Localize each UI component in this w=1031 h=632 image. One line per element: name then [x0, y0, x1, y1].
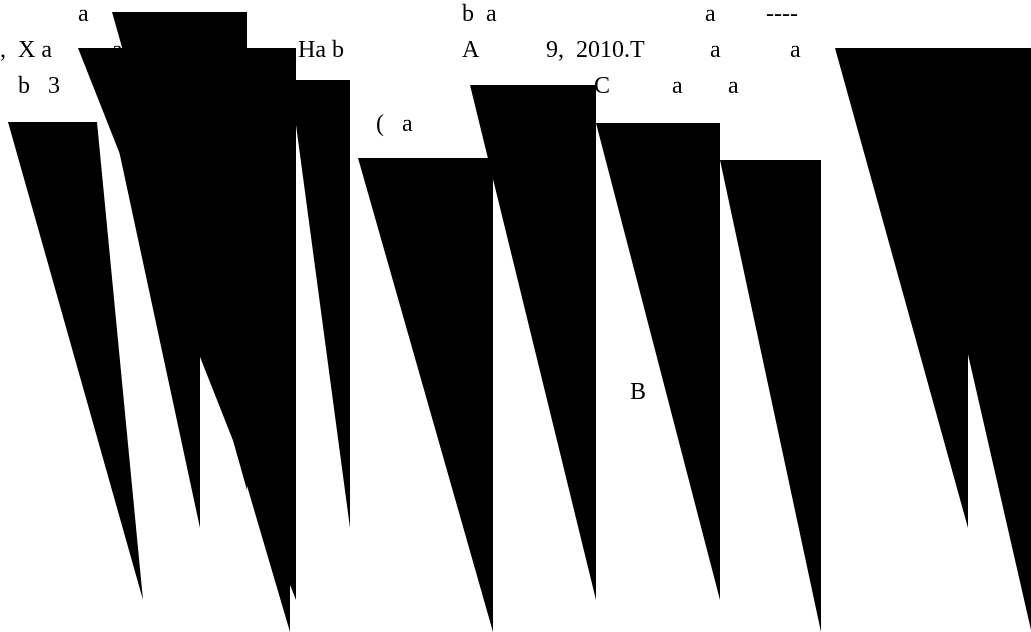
text-fragment: ----: [766, 2, 798, 26]
text-fragment: A: [462, 38, 479, 62]
text-fragment: a: [78, 2, 89, 26]
text-fragment: a: [790, 38, 801, 62]
text-fragment: a: [728, 74, 739, 98]
wedge-shape: [140, 122, 290, 632]
text-fragment: a: [672, 74, 683, 98]
text-fragment: Ha b: [298, 38, 344, 62]
text-fragment: C: [594, 74, 610, 98]
text-fragment: b a: [462, 2, 497, 26]
text-fragment: b 3: [18, 74, 60, 98]
text-fragment: , X a: [0, 38, 52, 62]
wedge-shape: [358, 158, 493, 632]
wedge-shape: [290, 80, 350, 528]
text-fragment: a: [710, 38, 721, 62]
text-fragment: B: [630, 380, 646, 404]
wedge-shape: [720, 160, 821, 632]
text-fragment: ( a: [376, 112, 413, 136]
text-fragment: a: [705, 2, 716, 26]
text-fragment: a: [112, 38, 123, 62]
text-fragment: 9, 2010.T: [546, 38, 645, 62]
wedge-shape: [8, 122, 143, 600]
wedge-shape: [596, 123, 720, 600]
